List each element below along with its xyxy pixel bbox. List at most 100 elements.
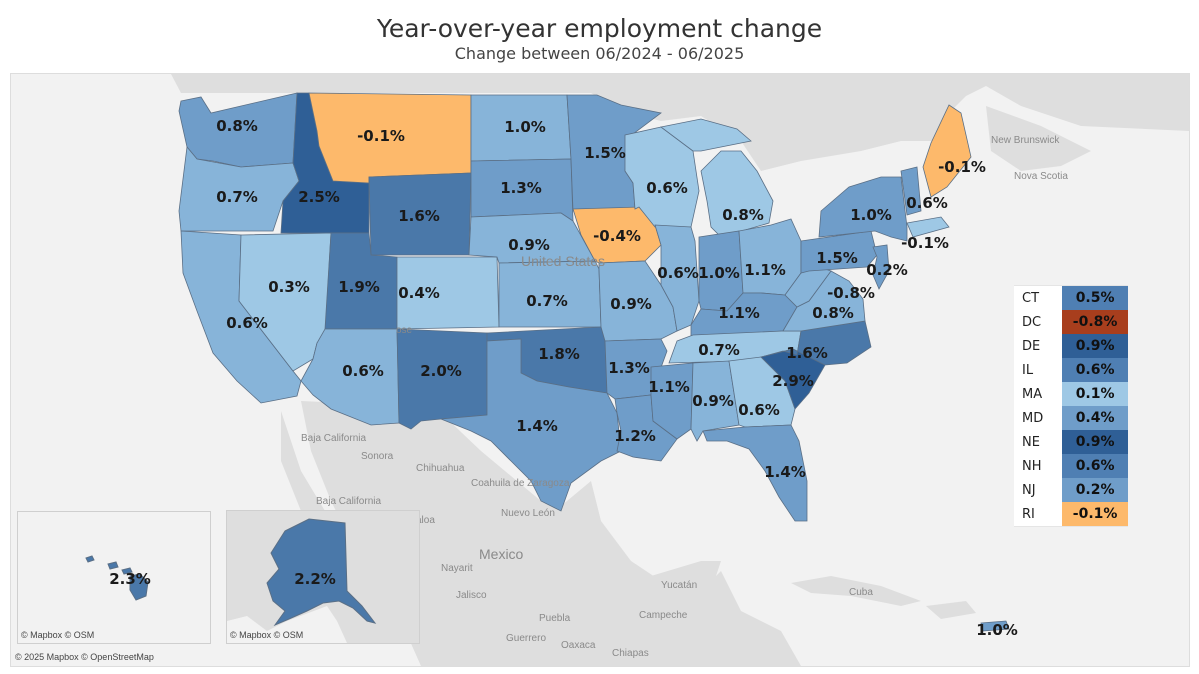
label-campeche: Campeche — [639, 610, 688, 621]
legend-row-il[interactable]: IL 0.6% — [1014, 358, 1128, 382]
alaska-value-label: 2.2% — [294, 570, 336, 588]
state-value-label-tn: 0.7% — [698, 341, 740, 359]
hawaii-map: 2.3% — [85, 555, 151, 601]
state-shape-mo[interactable] — [598, 260, 678, 342]
label-nova-scotia: Nova Scotia — [1014, 171, 1068, 182]
state-value-label-ne: 0.9% — [508, 236, 550, 254]
state-shape-fl[interactable] — [702, 424, 808, 522]
state-value-label-la: 1.2% — [614, 427, 656, 445]
legend-state-value: -0.1% — [1062, 502, 1128, 527]
alaska-map: 2.2% — [227, 511, 419, 643]
state-value-label-mi: 0.8% — [722, 206, 764, 224]
legend-state-code: DC — [1022, 314, 1042, 330]
label-puebla: Puebla — [539, 613, 571, 624]
state-shape-vt[interactable] — [900, 166, 922, 216]
state-value-label-mt: -0.1% — [357, 127, 405, 145]
state-value-label-nc: 1.6% — [786, 344, 828, 362]
state-value-label-me: -0.1% — [938, 158, 986, 176]
label-aloa: aloa — [416, 515, 435, 526]
alaska-credit: © Mapbox © OSM — [230, 630, 304, 640]
legend-row-ri[interactable]: RI -0.1% — [1014, 502, 1128, 527]
legend-state-value: 0.1% — [1062, 382, 1128, 406]
chart-title: Year-over-year employment change — [376, 14, 823, 43]
label-baja-sur: Baja California — [301, 433, 366, 444]
state-value-label-az: 0.6% — [342, 362, 384, 380]
state-value-label-mn: 1.5% — [584, 144, 626, 162]
state-value-label-wa: 0.8% — [216, 117, 258, 135]
legend-state-value: -0.8% — [1062, 310, 1128, 334]
state-value-label-pr: 1.0% — [976, 621, 1018, 639]
state-shape-me[interactable] — [922, 104, 972, 198]
label-chihuahua: Chihuahua — [416, 463, 465, 474]
state-value-label-fl: 1.4% — [764, 463, 806, 481]
label-sonora: Sonora — [361, 451, 394, 462]
state-shape-ny[interactable] — [818, 176, 908, 242]
map-credit: © 2025 Mapbox © OpenStreetMap — [15, 652, 154, 662]
hawaii-credit: © Mapbox © OSM — [21, 630, 95, 640]
alaska-inset[interactable]: 2.2% © Mapbox © OSM — [226, 510, 420, 644]
state-value-label-wy: 1.6% — [398, 207, 440, 225]
legend-row-ma[interactable]: MA 0.1% — [1014, 382, 1128, 406]
legend-row-nh[interactable]: NH 0.6% — [1014, 454, 1128, 478]
state-value-label-vt: 0.6% — [906, 194, 948, 212]
state-shapes[interactable] — [178, 92, 1010, 632]
legend-row-md[interactable]: MD 0.4% — [1014, 406, 1128, 430]
legend-state-value: 0.4% — [1062, 406, 1128, 430]
label-new-brunswick: New Brunswick — [991, 135, 1060, 146]
state-value-label-ok: 1.8% — [538, 345, 580, 363]
hawaii-inset[interactable]: 2.3% © Mapbox © OSM — [17, 511, 211, 644]
legend-row-ne[interactable]: NE 0.9% — [1014, 430, 1128, 454]
state-shape-oh[interactable] — [738, 218, 802, 296]
hawaii-state-shape[interactable] — [85, 555, 149, 601]
state-value-label-mo: 0.9% — [610, 295, 652, 313]
state-value-label-nv: 0.3% — [268, 278, 310, 296]
state-value-label-id: 2.5% — [298, 188, 340, 206]
legend-state-code: DE — [1022, 338, 1041, 354]
state-value-labels: 0.8% 0.7% 0.6% 2.5% 0.3% -0.1% 1.6% 1.9% 0.6% 0.4… — [216, 117, 1018, 639]
legend-row-nj[interactable]: NJ 0.2% — [1014, 478, 1128, 502]
state-value-label-sd: 1.3% — [500, 179, 542, 197]
hawaii-value-label: 2.3% — [109, 570, 151, 588]
legend-row-ct[interactable]: CT 0.5% — [1014, 285, 1128, 310]
legend-state-value: 0.5% — [1062, 285, 1128, 310]
us-choropleth-map[interactable]: United States Baja California Sonora Chi… — [11, 74, 1189, 666]
legend-state-value: 0.6% — [1062, 454, 1128, 478]
label-coahuila: Coahuila de Zaragoza — [471, 478, 570, 489]
state-value-label-nj: 0.2% — [866, 261, 908, 279]
state-shape-il[interactable] — [654, 224, 700, 332]
state-value-label-tx: 1.4% — [516, 417, 558, 435]
legend-state-code: NJ — [1022, 482, 1036, 498]
state-value-label-il: 0.6% — [657, 264, 699, 282]
state-value-label-ny: 1.0% — [850, 206, 892, 224]
state-value-label-ma: -0.1% — [901, 234, 949, 252]
label-nuevo-leon: Nuevo León — [501, 508, 555, 519]
state-shape-ma[interactable] — [906, 216, 950, 238]
label-mexico: Mexico — [479, 546, 524, 562]
legend-state-value: 0.9% — [1062, 334, 1128, 358]
state-value-label-ga: 0.6% — [738, 401, 780, 419]
state-value-label-nd: 1.0% — [504, 118, 546, 136]
legend-state-code: MD — [1022, 410, 1044, 426]
map-frame[interactable]: United States Baja California Sonora Chi… — [10, 73, 1190, 667]
legend-row-de[interactable]: DE 0.9% — [1014, 334, 1128, 358]
label-oaxaca: Oaxaca — [561, 640, 596, 651]
legend-state-code: IL — [1022, 362, 1034, 378]
legend-state-code: RI — [1022, 506, 1035, 522]
state-shape-nj[interactable] — [872, 244, 890, 290]
state-shape-pr[interactable] — [980, 620, 1010, 632]
label-cuba: Cuba — [849, 587, 873, 598]
legend-state-code: CT — [1022, 290, 1040, 306]
label-guerrero: Guerrero — [506, 633, 546, 644]
state-value-label-ca: 0.6% — [226, 314, 268, 332]
state-value-label-in: 1.0% — [698, 264, 740, 282]
state-value-label-wv: -0.8% — [827, 284, 875, 302]
label-ose: ose — [396, 325, 413, 336]
state-value-label-al: 0.9% — [692, 392, 734, 410]
state-shape-tx[interactable] — [440, 338, 622, 512]
alaska-state-shape[interactable] — [266, 518, 377, 627]
state-shape-mi[interactable] — [660, 118, 774, 238]
state-value-label-va: 0.8% — [812, 304, 854, 322]
legend-state-value: 0.9% — [1062, 430, 1128, 454]
state-value-label-co: 0.4% — [398, 284, 440, 302]
legend-row-dc[interactable]: DC -0.8% — [1014, 310, 1128, 334]
